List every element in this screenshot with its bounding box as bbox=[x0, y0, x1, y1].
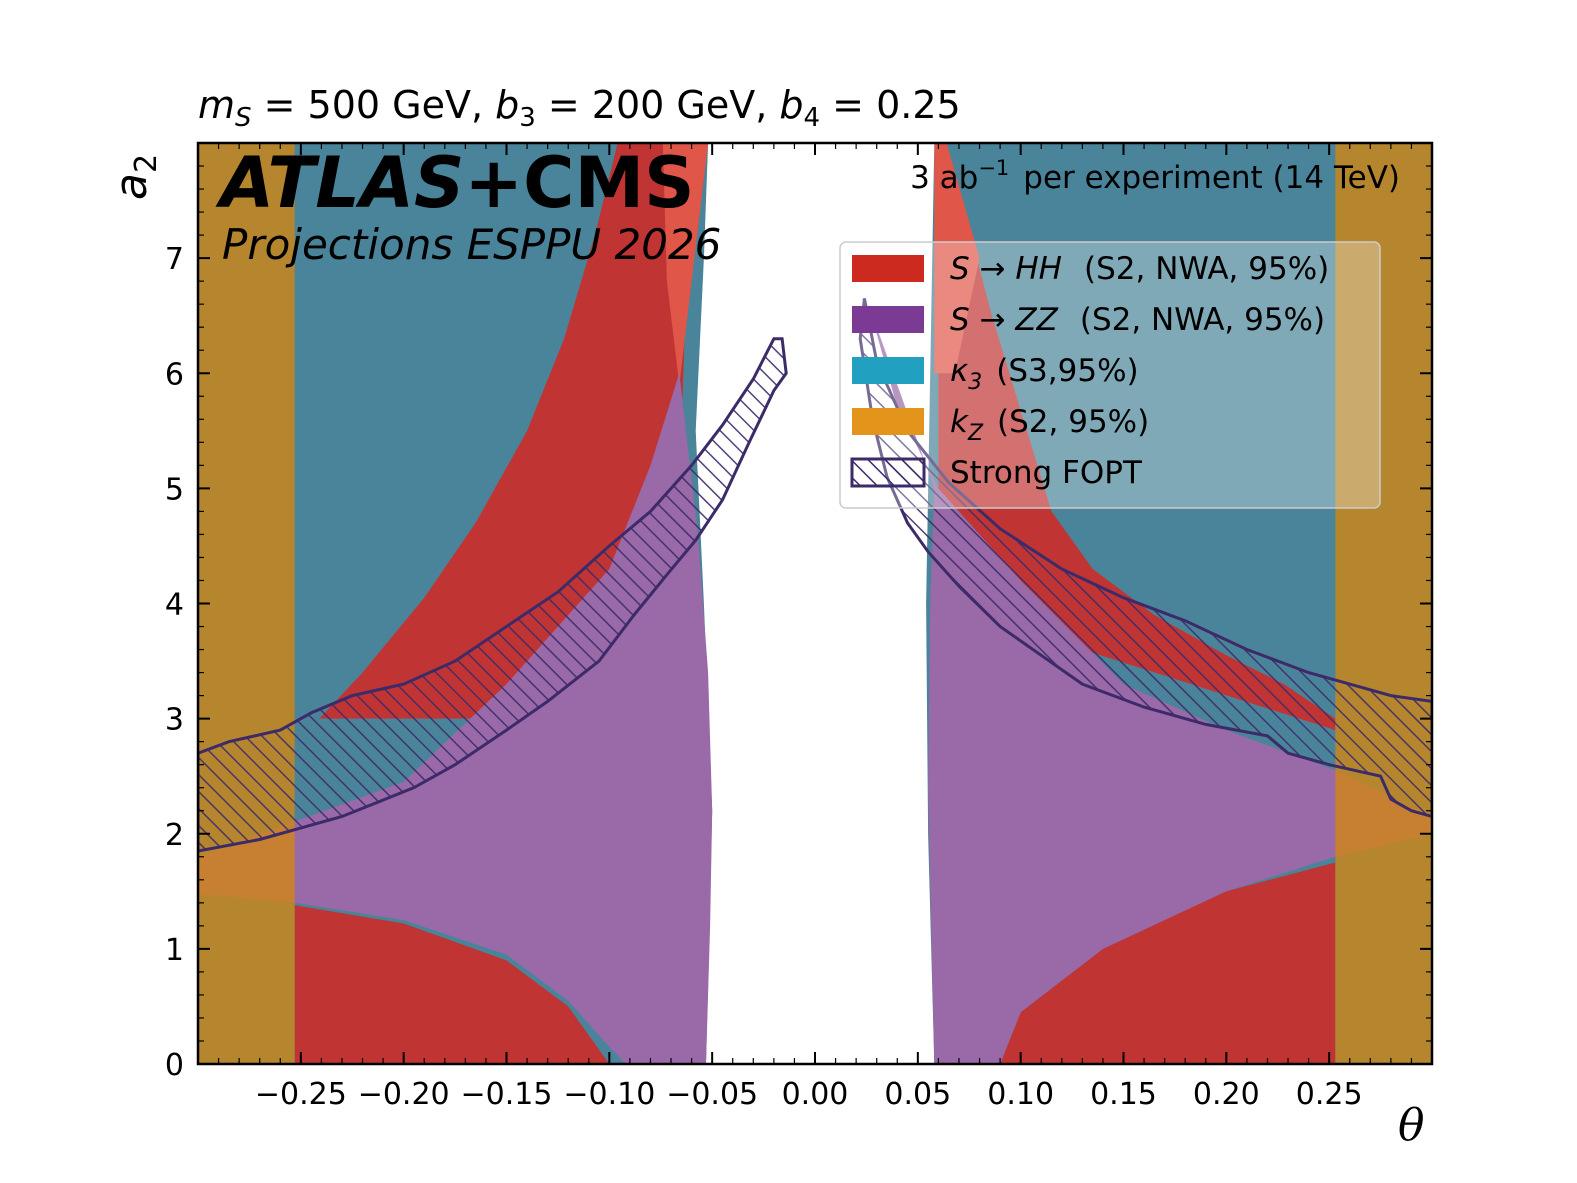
legend-swatch bbox=[852, 357, 924, 384]
y-tick-label: 7 bbox=[165, 242, 184, 277]
axis-tick-labels: −0.25 −0.20 −0.15 −0.10 −0.05 0.00 0.05 0.10 0.1… bbox=[165, 242, 1363, 1112]
projection-subtitle: Projections ESPPU 2026 bbox=[222, 220, 721, 269]
y-tick-label: 2 bbox=[165, 818, 184, 853]
experiment-label: ATLAS+CMS bbox=[215, 142, 695, 224]
fopt-region-right bbox=[858, 298, 1432, 819]
legend-swatch bbox=[852, 255, 924, 282]
x-tick-label: 0.10 bbox=[987, 1077, 1054, 1112]
kz-region-left bbox=[198, 143, 295, 1064]
y-axis-label: a2 bbox=[106, 154, 164, 200]
legend-swatch bbox=[850, 457, 926, 488]
x-tick-label: −0.10 bbox=[563, 1077, 655, 1112]
y-tick-label: 1 bbox=[165, 933, 184, 968]
x-tick-label: −0.15 bbox=[461, 1077, 553, 1112]
luminosity-label: 3 ab−1 per experiment (14 TeV) bbox=[910, 156, 1400, 196]
legend-label: Strong FOPT bbox=[950, 455, 1143, 491]
y-tick-label: 4 bbox=[165, 588, 184, 623]
y-tick-label: 3 bbox=[165, 703, 184, 738]
legend-box bbox=[839, 241, 1381, 509]
zz-region-right bbox=[868, 304, 1432, 1064]
hh-region-left-edge bbox=[662, 143, 709, 385]
hh-region-right-edge bbox=[934, 143, 980, 374]
legend-label: S → ZZ (S2, NWA, 95%) bbox=[950, 302, 1325, 338]
x-tick-label: 0.00 bbox=[782, 1077, 849, 1112]
x-tick-label: −0.25 bbox=[255, 1077, 347, 1112]
kz-region-right bbox=[1335, 143, 1432, 1064]
hh-region-bottom-right bbox=[1000, 862, 1336, 1064]
x-tick-label: −0.20 bbox=[358, 1077, 450, 1112]
x-tick-label: −0.05 bbox=[666, 1077, 758, 1112]
plot-area bbox=[198, 143, 1432, 1064]
legend-swatch bbox=[852, 306, 924, 333]
legend-label: kZ (S2, 95%) bbox=[950, 404, 1149, 446]
zz-region-left bbox=[198, 373, 713, 1064]
y-tick-label: 5 bbox=[165, 472, 184, 507]
chart-title: mS = 500 GeV, b3 = 200 GeV, b4 = 0.25 bbox=[198, 83, 961, 133]
y-tick-label: 6 bbox=[165, 357, 184, 392]
x-tick-label: 0.20 bbox=[1193, 1077, 1260, 1112]
legend-swatch bbox=[852, 408, 924, 435]
x-axis-label: θ bbox=[1398, 1100, 1425, 1151]
x-tick-label: 0.15 bbox=[1090, 1077, 1157, 1112]
fopt-region-left bbox=[198, 337, 788, 853]
hh-region-bottom-left bbox=[294, 905, 610, 1064]
legend-label: S → HH (S2, NWA, 95%) bbox=[950, 251, 1329, 287]
x-tick-label: 0.05 bbox=[884, 1077, 951, 1112]
y-tick-label: 0 bbox=[165, 1048, 184, 1083]
legend: S → HH (S2, NWA, 95%) S → ZZ (S2, NWA, 95%)… bbox=[839, 241, 1381, 509]
legend-label: κ3 (S3,95%) bbox=[950, 353, 1139, 395]
axis-ticks bbox=[198, 143, 1432, 1065]
x-tick-label: 0.25 bbox=[1296, 1077, 1363, 1112]
